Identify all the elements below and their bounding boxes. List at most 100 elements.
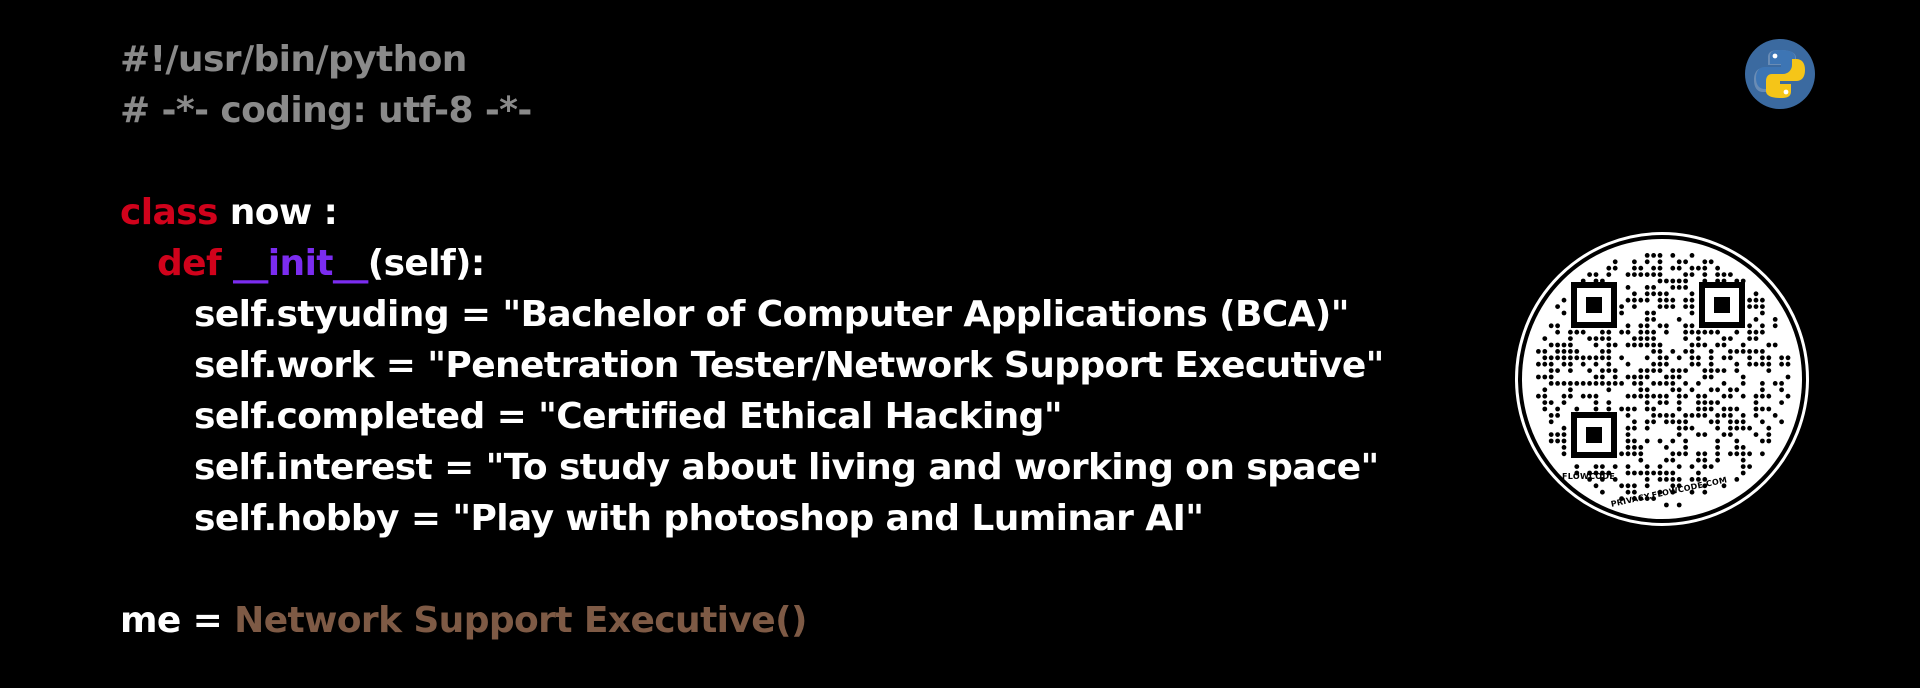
qr-dot <box>1670 278 1676 284</box>
qr-dot <box>1606 349 1612 354</box>
qr-dot <box>1715 419 1720 425</box>
qr-dot <box>1644 310 1650 316</box>
qr-dot <box>1689 477 1695 482</box>
qr-dot <box>1664 323 1669 329</box>
qr-dot <box>1593 336 1599 341</box>
qr-dot <box>1683 381 1688 386</box>
qr-dot <box>1676 425 1682 431</box>
qr-dot <box>1625 489 1631 495</box>
qr-dot <box>1683 297 1688 303</box>
qr-dot <box>1600 355 1605 361</box>
qr-dot <box>1651 470 1656 476</box>
qr-dot <box>1606 470 1612 476</box>
qr-dot <box>1670 297 1676 303</box>
qr-dot <box>1561 445 1567 450</box>
qr-dot <box>1708 387 1714 393</box>
qr-dot <box>1606 272 1612 277</box>
qr-dot <box>1587 393 1592 399</box>
qr-dot <box>1561 355 1567 361</box>
qr-dot <box>1555 323 1560 329</box>
qr-dot <box>1753 400 1759 405</box>
qr-dot <box>1555 329 1560 335</box>
qr-dot <box>1683 329 1688 335</box>
qr-dot <box>1632 393 1637 399</box>
qr-dot <box>1702 406 1708 412</box>
qr-dot <box>1632 336 1637 341</box>
qr-dot <box>1766 432 1772 437</box>
qr-dot <box>1702 265 1708 271</box>
qr-dot <box>1568 329 1573 335</box>
qr-dot <box>1555 413 1560 418</box>
qr-dot <box>1696 413 1701 418</box>
qr-dot <box>1548 419 1554 425</box>
qr-dot <box>1638 368 1644 373</box>
qr-dot <box>1740 457 1746 463</box>
qr-dot <box>1651 349 1656 354</box>
qr-dot <box>1785 361 1791 367</box>
qr-dot <box>1696 329 1701 335</box>
qr-dot <box>1644 470 1650 476</box>
qr-dot <box>1632 438 1637 444</box>
qr-dot <box>1676 368 1682 373</box>
qr-dot <box>1638 457 1644 463</box>
qr-dot <box>1740 413 1746 418</box>
qr-dot <box>1612 259 1618 265</box>
qr-code-badge[interactable]: FLOWCODE PRIVACY.FLOWCODE.COM <box>1515 232 1809 526</box>
qr-dot <box>1644 291 1650 297</box>
qr-dot <box>1734 387 1740 393</box>
qr-dot <box>1689 297 1695 303</box>
qr-dot <box>1702 400 1708 405</box>
qr-dot <box>1702 259 1708 265</box>
qr-dot <box>1766 438 1772 444</box>
qr-dot <box>1651 329 1656 335</box>
qr-dot <box>1548 368 1554 373</box>
qr-dot <box>1683 413 1688 418</box>
qr-dot <box>1587 368 1592 373</box>
qr-dot <box>1696 265 1701 271</box>
qr-dot <box>1600 368 1605 373</box>
qr-dot <box>1664 329 1669 335</box>
qr-dot <box>1632 489 1637 495</box>
qr-dot <box>1600 336 1605 341</box>
qr-dot <box>1734 361 1740 367</box>
qr-dot <box>1587 336 1592 341</box>
qr-dot <box>1721 381 1727 386</box>
qr-dot <box>1747 329 1752 335</box>
python-logo-icon <box>1745 39 1815 109</box>
qr-dot <box>1606 342 1612 348</box>
qr-dot <box>1715 438 1720 444</box>
qr-code-icon <box>1522 239 1802 519</box>
qr-dot <box>1696 432 1701 437</box>
qr-dot <box>1664 278 1669 284</box>
qr-dot <box>1632 425 1637 431</box>
init-params: (self): <box>367 243 486 284</box>
qr-dot <box>1644 329 1650 335</box>
init-name: __init__ <box>233 243 368 284</box>
qr-dot <box>1548 438 1554 444</box>
qr-dot <box>1625 323 1631 329</box>
qr-dot <box>1638 342 1644 348</box>
qr-dot <box>1574 349 1580 354</box>
qr-dot <box>1542 393 1548 399</box>
qr-dot <box>1651 265 1656 271</box>
qr-dot <box>1664 457 1669 463</box>
qr-dot <box>1548 374 1554 380</box>
qr-dot <box>1676 317 1682 322</box>
qr-dot <box>1548 355 1554 361</box>
qr-dot <box>1651 413 1656 418</box>
qr-dot <box>1632 342 1637 348</box>
qr-dot <box>1715 342 1720 348</box>
me-line: me = Network Support Executive() <box>120 595 1384 646</box>
qr-dot <box>1644 342 1650 348</box>
qr-dot <box>1600 349 1605 354</box>
qr-dot <box>1657 381 1663 386</box>
qr-dot <box>1548 381 1554 386</box>
qr-dot <box>1568 368 1573 373</box>
qr-dot <box>1657 297 1663 303</box>
qr-dot <box>1676 464 1682 469</box>
qr-dot <box>1670 419 1676 425</box>
qr-dot <box>1728 451 1733 457</box>
qr-dot <box>1651 285 1656 290</box>
qr-dot <box>1619 496 1624 501</box>
qr-dot <box>1625 361 1631 367</box>
